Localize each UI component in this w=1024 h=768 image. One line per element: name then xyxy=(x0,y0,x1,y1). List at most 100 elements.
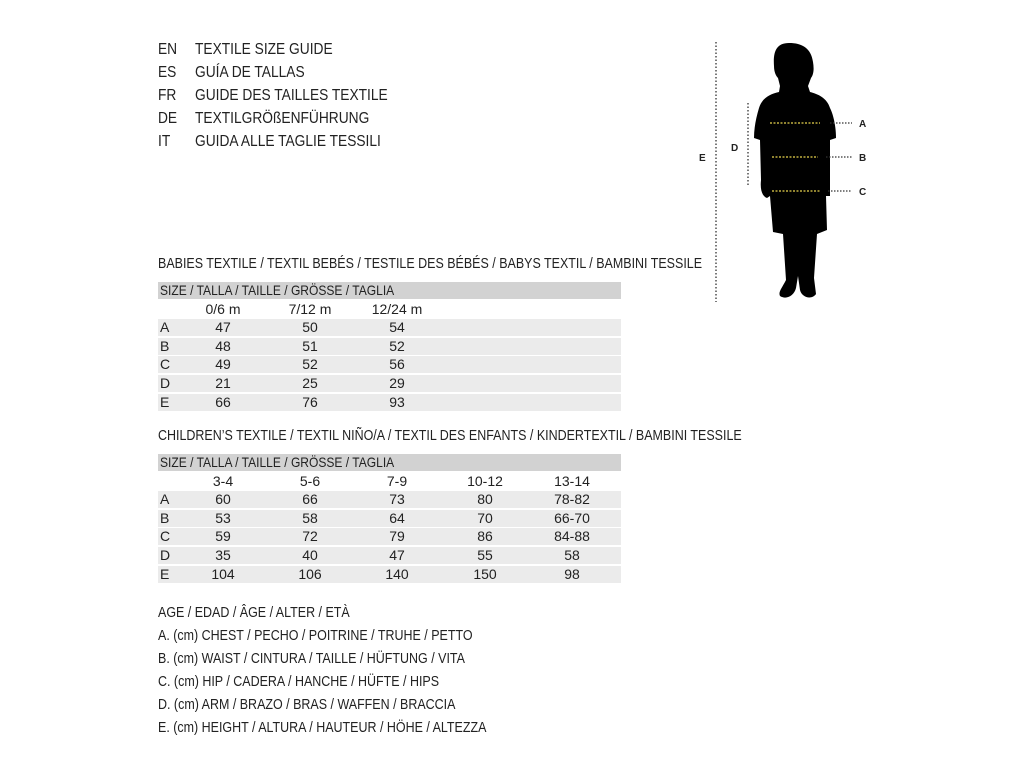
column-header-row: 3-4 5-6 7-9 10-12 13-14 xyxy=(158,473,621,490)
table-cell: 73 xyxy=(389,491,405,508)
row-label: C xyxy=(160,356,171,373)
language-code: IT xyxy=(158,133,171,150)
legend-item: A. (cm) CHEST / PECHO / POITRINE / TRUHE… xyxy=(158,628,524,644)
size-header-row: SIZE / TALLA / TAILLE / GRÖSSE / TAGLIA xyxy=(158,454,621,471)
table-cell: 64 xyxy=(389,509,405,526)
table-row: E 104 106 140 150 98 xyxy=(158,565,621,583)
table-row: B 48 51 52 xyxy=(158,337,621,355)
table-cell: 49 xyxy=(215,356,231,373)
language-code: FR xyxy=(158,87,177,104)
row-label: B xyxy=(160,509,170,526)
babies-title-text: BABIES TEXTILE / TEXTIL BEBÉS / TESTILE … xyxy=(158,256,703,272)
table-cell: 70 xyxy=(477,509,493,526)
row-label: D xyxy=(160,546,171,563)
table-cell: 66 xyxy=(215,393,231,410)
row-label: C xyxy=(160,528,171,545)
table-cell: 93 xyxy=(389,393,405,410)
table-cell: 80 xyxy=(477,491,493,508)
table-row: D 35 40 47 55 58 xyxy=(158,546,621,564)
language-title: GUIDE DES TAILLES TEXTILE xyxy=(195,87,388,104)
table-cell: 98 xyxy=(564,565,580,582)
table-cell: 56 xyxy=(389,356,405,373)
table-cell: 48 xyxy=(215,337,231,354)
language-title: GUIDA ALLE TAGLIE TESSILI xyxy=(195,133,381,150)
legend-item: C. (cm) HIP / CADERA / HANCHE / HÜFTE / … xyxy=(158,674,485,690)
legend-text: A. (cm) CHEST / PECHO / POITRINE / TRUHE… xyxy=(158,628,473,644)
size-header-row: SIZE / TALLA / TAILLE / GRÖSSE / TAGLIA xyxy=(158,282,621,299)
table-row: E 66 76 93 xyxy=(158,393,621,411)
legend-text: E. (cm) HEIGHT / ALTURA / HAUTEUR / HÖHE… xyxy=(158,720,487,736)
label-e: E xyxy=(699,153,706,164)
row-label: E xyxy=(160,565,170,582)
babies-section-title: BABIES TEXTILE / TEXTIL BEBÉS / TESTILE … xyxy=(158,256,791,272)
legend-item: B. (cm) WAIST / CINTURA / TAILLE / HÜFTU… xyxy=(158,651,515,667)
measure-lines xyxy=(770,122,852,192)
children-title-text: CHILDREN’S TEXTILE / TEXTIL NIÑO/A / TEX… xyxy=(158,428,742,444)
row-label: A xyxy=(160,491,170,508)
table-row: C 59 72 79 86 84-88 xyxy=(158,528,621,546)
legend-text: D. (cm) ARM / BRAZO / BRAS / WAFFEN / BR… xyxy=(158,697,456,713)
table-cell: 104 xyxy=(211,565,235,582)
table-cell: 60 xyxy=(215,491,231,508)
label-c: C xyxy=(859,187,866,198)
table-cell: 52 xyxy=(302,356,318,373)
column-header: 7/12 m xyxy=(288,300,332,317)
column-header: 0/6 m xyxy=(205,300,241,317)
table-cell: 50 xyxy=(302,319,318,336)
column-header: 10-12 xyxy=(467,472,503,489)
table-cell: 86 xyxy=(477,528,493,545)
table-cell: 51 xyxy=(302,337,318,354)
table-row: B 53 58 64 70 66-70 xyxy=(158,509,621,527)
table-cell: 47 xyxy=(215,319,231,336)
legend-item: E. (cm) HEIGHT / ALTURA / HAUTEUR / HÖHE… xyxy=(158,720,540,736)
table-cell: 47 xyxy=(389,546,405,563)
table-cell: 40 xyxy=(302,546,318,563)
table-cell: 76 xyxy=(302,393,318,410)
table-cell: 66-70 xyxy=(554,509,590,526)
table-cell: 140 xyxy=(385,565,409,582)
row-label: A xyxy=(160,319,170,336)
table-row: C 49 52 56 xyxy=(158,356,621,374)
table-cell: 84-88 xyxy=(554,528,590,545)
label-b: B xyxy=(859,153,866,164)
label-d: D xyxy=(731,143,738,154)
size-header-label: SIZE / TALLA / TAILLE / GRÖSSE / TAGLIA xyxy=(160,454,395,470)
column-header-row: 0/6 m 7/12 m 12/24 m xyxy=(158,301,621,318)
table-cell: 58 xyxy=(564,546,580,563)
table-cell: 66 xyxy=(302,491,318,508)
language-title: TEXTILGRÖßENFÜHRUNG xyxy=(195,110,370,127)
label-a: A xyxy=(859,119,866,130)
legend-item: AGE / EDAD / ÂGE / ALTER / ETÀ xyxy=(158,605,381,621)
row-label: E xyxy=(160,393,170,410)
table-cell: 35 xyxy=(215,546,231,563)
language-code: DE xyxy=(158,110,178,127)
children-size-table: SIZE / TALLA / TAILLE / GRÖSSE / TAGLIA 3… xyxy=(158,454,621,584)
table-cell: 55 xyxy=(477,546,493,563)
table-cell: 21 xyxy=(215,374,231,391)
legend-item: D. (cm) ARM / BRAZO / BRAS / WAFFEN / BR… xyxy=(158,697,504,713)
table-cell: 54 xyxy=(389,319,405,336)
table-row: A 60 66 73 80 78-82 xyxy=(158,491,621,509)
column-header: 13-14 xyxy=(554,472,590,489)
child-silhouette xyxy=(754,43,836,298)
babies-size-table: SIZE / TALLA / TAILLE / GRÖSSE / TAGLIA 0… xyxy=(158,282,621,412)
table-cell: 79 xyxy=(389,528,405,545)
table-cell: 106 xyxy=(298,565,322,582)
table-cell: 53 xyxy=(215,509,231,526)
table-row: A 47 50 54 xyxy=(158,319,621,337)
legend-text: B. (cm) WAIST / CINTURA / TAILLE / HÜFTU… xyxy=(158,651,465,667)
row-label: B xyxy=(160,337,170,354)
language-code: EN xyxy=(158,41,178,58)
row-label: D xyxy=(160,374,171,391)
table-cell: 78-82 xyxy=(554,491,590,508)
table-cell: 58 xyxy=(302,509,318,526)
legend-text: C. (cm) HIP / CADERA / HANCHE / HÜFTE / … xyxy=(158,674,440,690)
table-cell: 52 xyxy=(389,337,405,354)
table-cell: 29 xyxy=(389,374,405,391)
language-title: TEXTILE SIZE GUIDE xyxy=(195,41,333,58)
table-cell: 25 xyxy=(302,374,318,391)
column-header: 3-4 xyxy=(212,472,234,489)
language-title: GUÍA DE TALLAS xyxy=(195,64,305,81)
children-section-title: CHILDREN’S TEXTILE / TEXTIL NIÑO/A / TEX… xyxy=(158,428,837,444)
table-cell: 150 xyxy=(473,565,497,582)
